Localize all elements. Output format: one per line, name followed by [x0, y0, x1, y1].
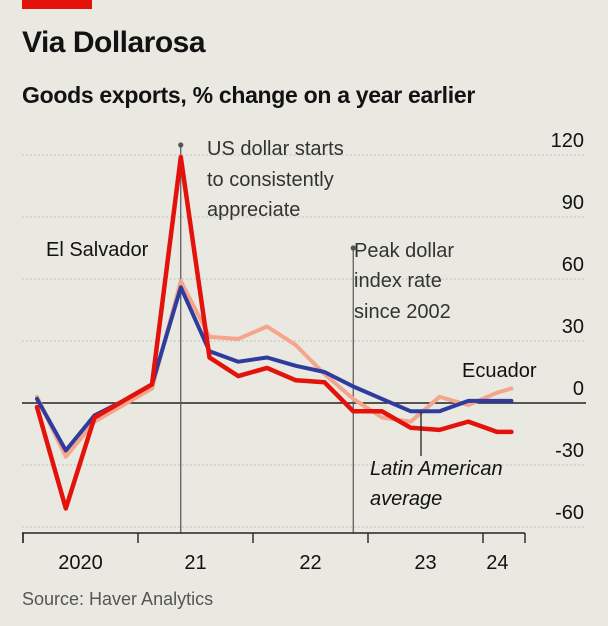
y-tick-label: 120	[551, 130, 584, 152]
annotation-dollar-appreciate-line-3: appreciate	[207, 199, 300, 221]
label-el-salvador: El Salvador	[46, 239, 149, 261]
ecuador-line	[35, 279, 514, 459]
y-tick-label: -30	[555, 440, 584, 462]
annotation-peak-dollar-line-1: Peak dollar	[354, 240, 454, 262]
el-salvador-line	[34, 154, 514, 511]
y-tick-label: 60	[562, 254, 584, 276]
y-tick-label: -60	[555, 502, 584, 524]
label-latam-line-1: Latin American	[370, 458, 503, 480]
y-tick-label: 30	[562, 316, 584, 338]
y-tick-label: 0	[573, 378, 584, 400]
x-tick-label: 24	[486, 552, 508, 574]
label-ecuador: Ecuador	[462, 360, 537, 382]
chart-subtitle: Goods exports, % change on a year earlie…	[22, 82, 475, 108]
x-tick-label: 2020	[58, 552, 103, 574]
x-tick-label: 23	[414, 552, 436, 574]
annotation-dollar-appreciate-line-2: to consistently	[207, 169, 334, 191]
y-tick-label: 90	[562, 192, 584, 214]
annotation-dot	[178, 142, 184, 148]
source-note: Source: Haver Analytics	[22, 589, 214, 609]
label-latam-line-2: average	[370, 488, 442, 510]
annotation-peak-dollar-line-3: since 2002	[354, 301, 451, 323]
x-tick-label: 21	[184, 552, 206, 574]
annotation-dot	[350, 245, 356, 251]
brand-bar	[22, 0, 92, 9]
annotation-peak-dollar-line-2: index rate	[354, 270, 442, 292]
x-tick-label: 22	[299, 552, 321, 574]
annotation-dollar-appreciate-line-1: US dollar starts	[207, 138, 344, 160]
chart-title: Via Dollarosa	[22, 26, 206, 59]
